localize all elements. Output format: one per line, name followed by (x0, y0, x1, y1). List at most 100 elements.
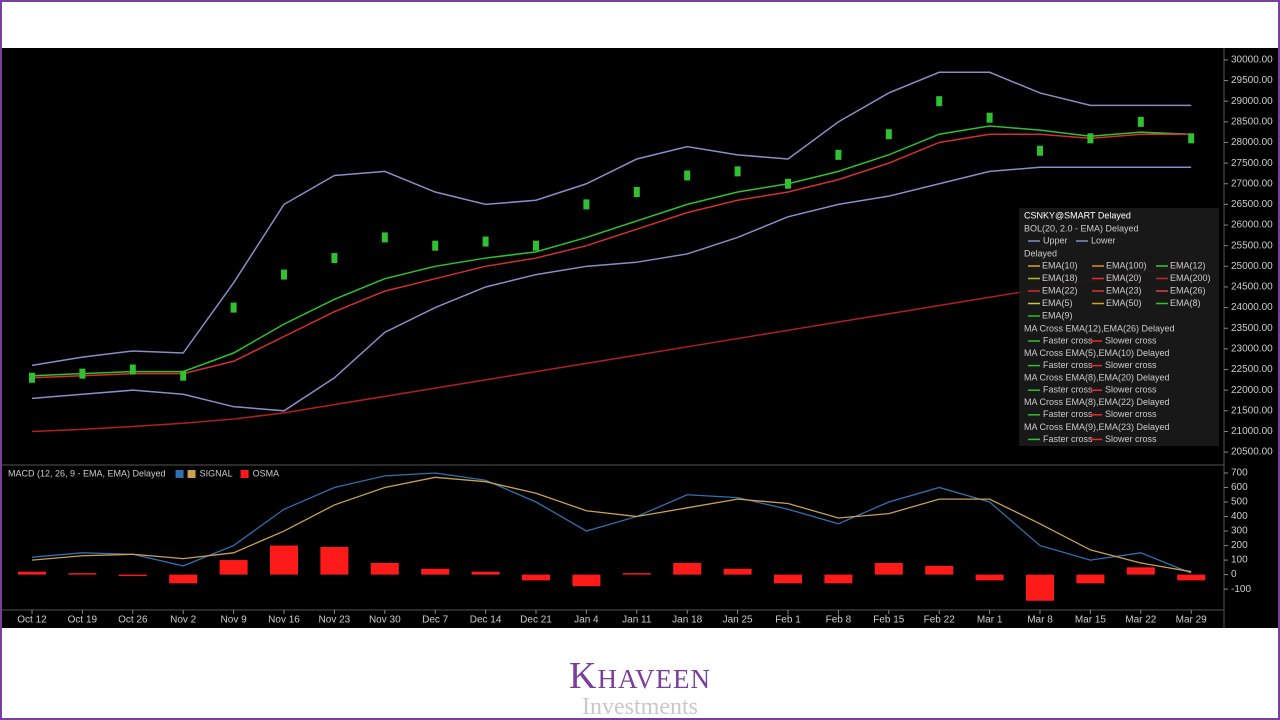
osma-bar (925, 565, 954, 575)
panel-entry: EMA(26) (1170, 285, 1206, 295)
x-tick-label: Jan 18 (672, 615, 702, 626)
osma-bar (471, 571, 500, 575)
price-marker (230, 302, 237, 313)
y-tick-label: 30000.00 (1231, 55, 1273, 66)
x-tick-label: Jan 11 (622, 615, 652, 626)
panel-entry: Slower cross (1105, 360, 1157, 370)
panel-heading: MA Cross EMA(8),EMA(22) Delayed (1024, 397, 1170, 407)
x-tick-label: Nov 2 (170, 615, 197, 626)
osma-bar (270, 545, 298, 575)
x-tick-label: Feb 1 (775, 615, 801, 626)
y-tick-label: 23500.00 (1231, 323, 1273, 334)
osma-bar (1177, 574, 1206, 581)
osma-bar (118, 574, 147, 577)
panel-entry: EMA(18) (1042, 273, 1078, 283)
y-tick-label: 700 (1231, 468, 1248, 479)
panel-title: CSNKY@SMART Delayed (1024, 210, 1131, 220)
price-marker (1137, 116, 1144, 127)
price-marker (633, 187, 640, 198)
panel-entry: Slower cross (1105, 335, 1157, 345)
x-tick-label: Nov 30 (369, 615, 401, 626)
price-marker (29, 372, 35, 383)
price-marker (180, 370, 187, 381)
x-tick-label: Jan 25 (723, 615, 753, 626)
price-marker (684, 170, 691, 181)
indicator-line (31, 133, 1192, 379)
price-marker (583, 199, 590, 210)
x-tick-label: Feb 15 (873, 615, 905, 626)
price-marker (835, 149, 842, 160)
osma-bar (320, 547, 349, 575)
panel-entry: EMA(50) (1106, 298, 1142, 308)
legend-entry: SIGNAL (200, 468, 233, 478)
y-tick-label: 29000.00 (1231, 96, 1273, 107)
osma-bar (622, 573, 651, 575)
x-tick-label: Nov 16 (268, 615, 300, 626)
panel-heading: MA Cross EMA(9),EMA(23) Delayed (1024, 422, 1170, 432)
legend-entry: OSMA (253, 468, 280, 478)
y-tick-label: 28000.00 (1231, 137, 1273, 148)
y-tick-label: 600 (1231, 482, 1248, 493)
y-tick-label: 21000.00 (1231, 426, 1273, 437)
price-marker (734, 166, 741, 177)
osma-bar (572, 574, 601, 587)
panel-heading: BOL(20, 2.0 - EMA) Delayed (1024, 223, 1139, 233)
x-tick-label: Mar 8 (1027, 615, 1053, 626)
y-tick-label: 0 (1231, 569, 1237, 580)
macd-title: MACD (12, 26, 9 - EMA, EMA) Delayed (8, 468, 166, 478)
indicator-line (31, 125, 1192, 377)
panel-entry: EMA(5) (1042, 298, 1073, 308)
macd-line (31, 476, 1192, 573)
y-tick-label: 21500.00 (1231, 405, 1273, 416)
panel-entry: EMA(20) (1106, 273, 1142, 283)
price-marker (936, 96, 943, 107)
panel-entry: EMA(8) (1170, 298, 1201, 308)
y-tick-label: 24000.00 (1231, 302, 1273, 313)
panel-entry: Lower (1091, 235, 1116, 245)
osma-bar (1026, 574, 1054, 601)
price-marker (331, 253, 338, 264)
panel-entry: Slower cross (1105, 434, 1157, 444)
y-tick-label: 20500.00 (1231, 447, 1273, 458)
price-marker (79, 368, 86, 379)
panel-entry: EMA(12) (1170, 260, 1206, 270)
x-tick-label: Oct 19 (68, 615, 98, 626)
x-tick-label: Mar 29 (1176, 615, 1208, 626)
legend-swatch (187, 470, 196, 478)
osma-bar (219, 560, 248, 575)
panel-heading: Delayed (1024, 248, 1057, 258)
osma-bar (421, 568, 450, 575)
indicator-line (31, 166, 1192, 412)
panel-entry: Faster cross (1043, 360, 1093, 370)
x-tick-label: Dec 14 (470, 615, 502, 626)
price-marker (785, 178, 791, 189)
osma-bar (1126, 567, 1155, 575)
panel-entry: EMA(10) (1042, 260, 1078, 270)
y-tick-label: -100 (1231, 584, 1251, 595)
indicator-panel (1019, 208, 1219, 446)
osma-bar (370, 562, 399, 575)
panel-heading: MA Cross EMA(8),EMA(20) Delayed (1024, 373, 1170, 383)
indicator-line (31, 71, 1192, 367)
osma-bar (169, 574, 198, 584)
osma-bar (1076, 574, 1105, 584)
y-tick-label: 28500.00 (1231, 116, 1273, 127)
price-marker (533, 240, 539, 251)
x-tick-label: Feb 8 (826, 615, 852, 626)
y-tick-label: 25500.00 (1231, 240, 1273, 251)
panel-entry: EMA(100) (1106, 260, 1147, 270)
x-tick-label: Dec 21 (520, 615, 552, 626)
x-tick-label: Oct 26 (118, 615, 148, 626)
osma-bar (673, 562, 702, 575)
y-tick-label: 22000.00 (1231, 385, 1273, 396)
legend-swatch (175, 470, 184, 478)
y-tick-label: 26500.00 (1231, 199, 1273, 210)
osma-bar (723, 568, 752, 575)
osma-bar (522, 574, 550, 581)
panel-entry: Slower cross (1105, 385, 1157, 395)
price-marker (432, 240, 439, 251)
x-tick-label: Jan 4 (574, 615, 599, 626)
price-marker (1188, 133, 1195, 144)
y-tick-label: 29500.00 (1231, 75, 1273, 86)
